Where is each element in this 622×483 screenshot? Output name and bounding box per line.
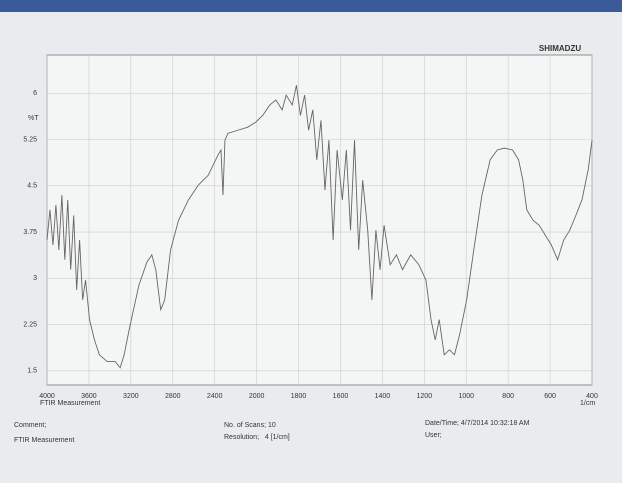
x-unit: 1/cm [580,400,595,407]
x-tick-label: 1000 [458,393,474,400]
x-tick-label: 4000 [39,393,55,400]
x-tick-label: 1800 [291,393,307,400]
x-tick-label: 400 [586,393,598,400]
resolution: Resolution; 4 [1/cm] [224,434,290,441]
x-tick-label: 2800 [165,393,181,400]
y-tick-label: 1.5 [27,368,37,375]
y-tick-label: 3 [33,275,37,282]
plot-frame [46,54,593,386]
x-axis-label: FTIR Measurement [40,400,100,407]
y-tick-label: 6 [33,90,37,97]
x-tick-label: 3200 [123,393,139,400]
brand: SHIMADZU [539,44,581,53]
x-tick-label: 1400 [375,393,391,400]
x-tick-label: 1600 [333,393,349,400]
scans: No. of Scans; 10 [224,422,276,429]
x-tick-label: 600 [544,393,556,400]
spectrum-line [46,85,593,369]
y-tick-label: 2.25 [23,321,37,328]
y-axis-label: %T [28,115,39,122]
x-tick-label: 2400 [207,393,223,400]
x-tick-label: 800 [502,393,514,400]
y-tick-label: 4.5 [27,183,37,190]
x-tick-label: 3600 [81,393,97,400]
y-tick-label: 3.75 [23,229,37,236]
datetime: Date/Time; 4/7/2014 10:32:18 AM [425,420,530,427]
comment: FTIR Measurement [14,437,74,444]
y-tick-label: 5.25 [23,136,37,143]
user: User; [425,432,442,439]
x-tick-label: 1200 [417,393,433,400]
x-tick-label: 2000 [249,393,265,400]
comment-label: Comment; [14,422,46,429]
